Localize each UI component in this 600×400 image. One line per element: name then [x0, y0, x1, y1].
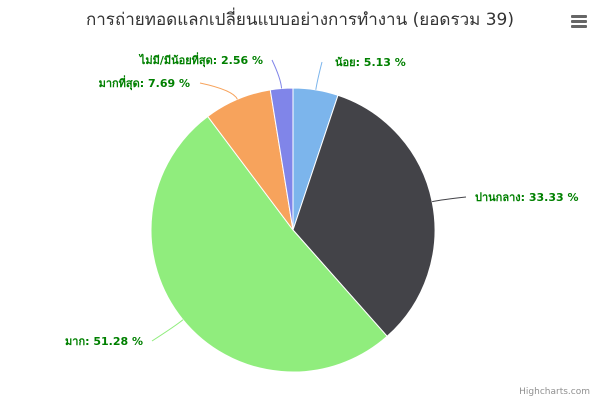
connector-4: [271, 59, 283, 89]
data-label-2: มาก: 51.28 %: [65, 335, 143, 348]
connector-0: [315, 61, 323, 90]
label-connectors: [151, 59, 467, 342]
hamburger-menu-icon: [571, 15, 587, 18]
chart-menu-button[interactable]: [571, 15, 587, 28]
data-label-3: มากที่สุด: 7.69 %: [99, 75, 190, 91]
connector-1: [432, 196, 467, 203]
pie-slices: [150, 87, 436, 373]
data-labels: น้อย: 5.13 % ปานกลาง: 33.33 % มาก: 51.28 %…: [65, 52, 578, 348]
connector-2: [151, 319, 184, 342]
chart-title: การถ่ายทอดแลกเปลี่ยนแบบอย่างการทำงาน (ยอ…: [86, 7, 514, 30]
data-label-1: ปานกลาง: 33.33 %: [475, 191, 579, 204]
data-label-0: น้อย: 5.13 %: [335, 56, 406, 69]
pie-slice-1[interactable]: [292, 94, 436, 338]
credits-link[interactable]: Highcharts.com: [519, 387, 590, 397]
connector-3: [199, 82, 238, 100]
data-label-4: ไม่มี/มีน้อยที่สุด: 2.56 %: [138, 52, 263, 68]
pie-slice-2[interactable]: [150, 115, 388, 373]
